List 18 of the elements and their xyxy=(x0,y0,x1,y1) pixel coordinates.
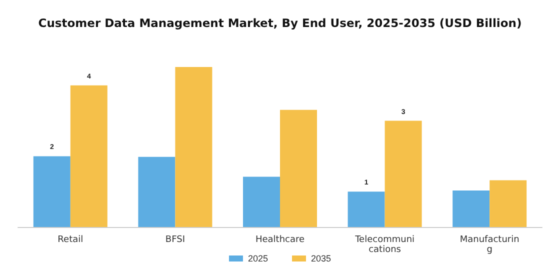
x-tick-label: Healthcare xyxy=(255,235,305,245)
legend-label: 2035 xyxy=(311,254,332,264)
x-tick-label: BFSI xyxy=(165,235,185,245)
bar xyxy=(384,120,422,227)
bar xyxy=(348,192,385,227)
x-tick-label: Manufacturing xyxy=(460,235,520,255)
bar xyxy=(452,190,490,227)
legend-label: 2025 xyxy=(248,254,268,264)
bar xyxy=(175,66,212,227)
x-tick-label: Retail xyxy=(58,235,84,245)
bar xyxy=(243,176,280,227)
chart-title: Customer Data Management Market, By End User, 2025-2035 (USD Billion) xyxy=(38,16,522,30)
bar xyxy=(490,180,527,227)
bar xyxy=(70,85,108,227)
x-tick-label: Telecommunications xyxy=(354,235,415,255)
bar xyxy=(33,156,70,227)
bar xyxy=(280,110,317,227)
bar xyxy=(138,156,176,227)
